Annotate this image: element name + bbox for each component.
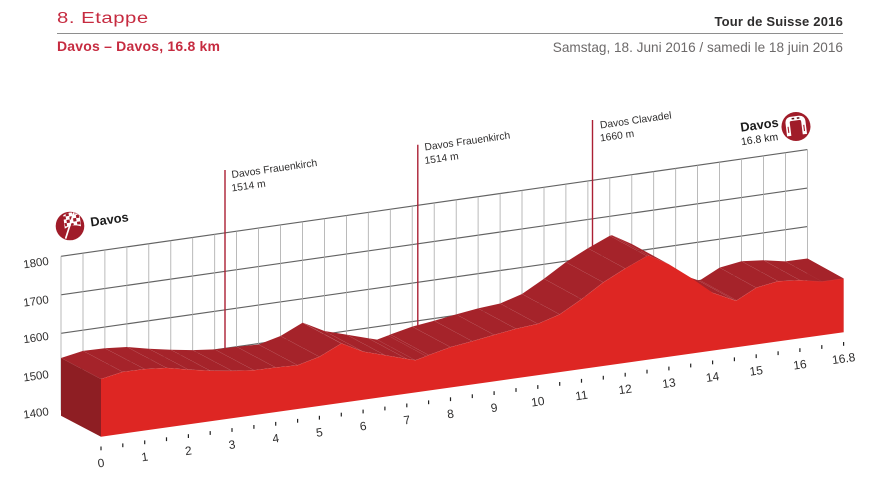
svg-text:9: 9: [490, 400, 499, 415]
svg-text:16.8 km: 16.8 km: [740, 131, 779, 148]
svg-text:Davos: Davos: [739, 115, 779, 135]
svg-text:1514 m: 1514 m: [424, 151, 460, 167]
svg-text:0: 0: [97, 456, 106, 471]
svg-text:16.8: 16.8: [831, 350, 856, 367]
svg-text:1514 m: 1514 m: [231, 179, 267, 195]
svg-text:1500: 1500: [23, 369, 50, 384]
svg-text:Davos Clavadel: Davos Clavadel: [599, 111, 672, 132]
svg-text:8: 8: [446, 406, 455, 421]
svg-text:16: 16: [792, 357, 807, 373]
svg-text:14: 14: [705, 369, 720, 385]
svg-text:1660 m: 1660 m: [599, 129, 635, 145]
svg-text:13: 13: [661, 375, 676, 391]
svg-text:Davos Frauenkirch: Davos Frauenkirch: [424, 131, 511, 154]
svg-text:2: 2: [184, 443, 193, 458]
svg-text:1400: 1400: [23, 406, 50, 421]
svg-text:3: 3: [228, 437, 237, 452]
svg-text:1600: 1600: [23, 331, 50, 346]
svg-text:5: 5: [315, 425, 324, 440]
svg-text:Davos: Davos: [89, 209, 129, 229]
svg-text:1: 1: [140, 450, 149, 465]
svg-text:1700: 1700: [23, 294, 50, 309]
svg-text:12: 12: [618, 381, 633, 397]
svg-text:15: 15: [749, 363, 764, 379]
svg-text:10: 10: [530, 394, 545, 410]
svg-text:1800: 1800: [23, 256, 50, 271]
svg-text:6: 6: [359, 419, 368, 434]
svg-text:7: 7: [403, 413, 412, 428]
svg-text:4: 4: [271, 431, 280, 446]
svg-text:Davos Frauenkirch: Davos Frauenkirch: [231, 158, 318, 181]
svg-text:11: 11: [574, 388, 589, 404]
